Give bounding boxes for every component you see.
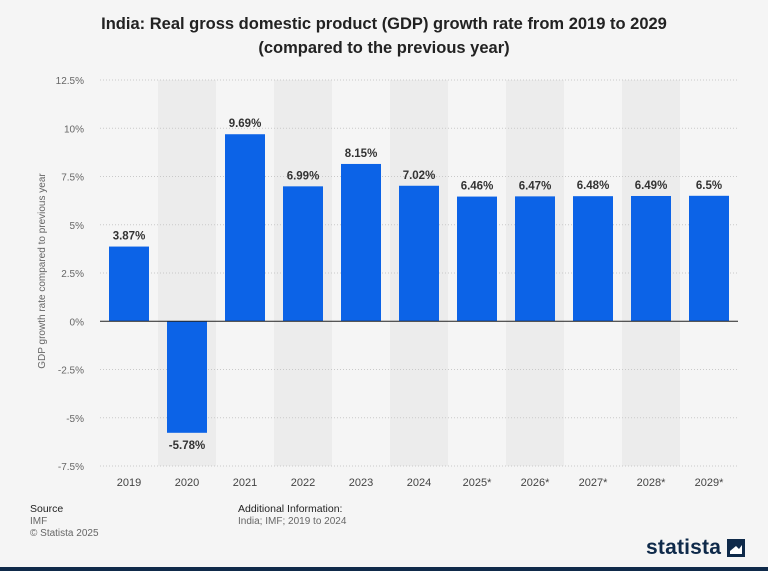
- bar-value-label: 8.15%: [345, 148, 378, 160]
- x-tick-label: 2027*: [579, 477, 608, 489]
- bar[interactable]: [457, 196, 497, 322]
- y-tick-label: -5%: [66, 414, 84, 425]
- bar[interactable]: [225, 134, 265, 322]
- x-tick-label: 2022: [291, 477, 315, 489]
- x-tick-label: 2024: [407, 477, 431, 489]
- source-link[interactable]: IMF: [30, 515, 48, 527]
- copyright-text: © Statista 2025: [30, 528, 99, 539]
- bar-value-label: -5.78%: [169, 440, 205, 452]
- y-tick-label: 7.5%: [61, 173, 84, 184]
- statista-logo[interactable]: statista: [646, 536, 746, 560]
- bar[interactable]: [399, 185, 439, 322]
- x-tick-label: 2021: [233, 477, 257, 489]
- bar-value-label: 6.49%: [635, 180, 668, 192]
- additional-info-block: Additional Information: India; IMF; 2019…: [238, 503, 346, 528]
- bar-value-label: 7.02%: [403, 170, 436, 182]
- chart-title-line1: India: Real gross domestic product (GDP)…: [101, 15, 667, 33]
- additional-info-heading: Additional Information:: [238, 503, 343, 515]
- y-tick-label: 2.5%: [61, 269, 84, 280]
- y-tick-label: -2.5%: [58, 366, 84, 377]
- additional-info-text: India; IMF; 2019 to 2024: [238, 515, 347, 527]
- x-tick-label: 2029*: [695, 477, 724, 489]
- x-tick-label: 2020: [175, 477, 199, 489]
- x-tick-label: 2025*: [463, 477, 492, 489]
- y-tick-label: 5%: [70, 221, 85, 232]
- bar[interactable]: [631, 195, 671, 322]
- logo-text: statista: [646, 536, 722, 559]
- y-tick-label: -7.5%: [58, 462, 84, 473]
- bars: 3.87% 2019 -5.78% 2020 9.69% 2021 6.99% 2022 8.1…: [109, 118, 729, 489]
- bar[interactable]: [109, 246, 149, 322]
- y-tick-label: 12.5%: [56, 76, 84, 87]
- bar-value-label: 6.46%: [461, 181, 494, 193]
- bar[interactable]: [515, 196, 555, 322]
- source-block: Source IMF © Statista 2025: [30, 503, 99, 541]
- source-heading: Source: [30, 503, 64, 515]
- bar[interactable]: [689, 195, 729, 322]
- bottom-accent-bar: [0, 567, 768, 571]
- bar[interactable]: [283, 186, 323, 322]
- x-tick-label: 2023: [349, 477, 373, 489]
- bar-value-label: 6.48%: [577, 180, 610, 192]
- bar[interactable]: [573, 196, 613, 322]
- bar-value-label: 6.99%: [287, 170, 320, 182]
- y-tick-label: 0%: [70, 317, 85, 328]
- bar[interactable]: [167, 321, 207, 433]
- bar-value-label: 3.87%: [113, 231, 146, 243]
- bar-value-label: 6.5%: [696, 180, 722, 192]
- x-tick-label: 2019: [117, 477, 141, 489]
- bar-value-label: 9.69%: [229, 118, 262, 130]
- y-axis-label: GDP growth rate compared to previous yea…: [37, 173, 48, 369]
- chart-title: India: Real gross domestic product (GDP)…: [0, 12, 768, 60]
- statista-logo-icon: [727, 539, 746, 557]
- bar[interactable]: [341, 163, 381, 322]
- bar-chart: 12.5% 10% 7.5% 5% 2.5% 0% -2.5% -5% -7.5% GDP gro…: [37, 76, 738, 489]
- bar-value-label: 6.47%: [519, 180, 552, 192]
- y-tick-label: 10%: [64, 124, 84, 135]
- x-tick-label: 2028*: [637, 477, 666, 489]
- x-tick-label: 2026*: [521, 477, 550, 489]
- chart-title-line2: (compared to the previous year): [258, 39, 510, 57]
